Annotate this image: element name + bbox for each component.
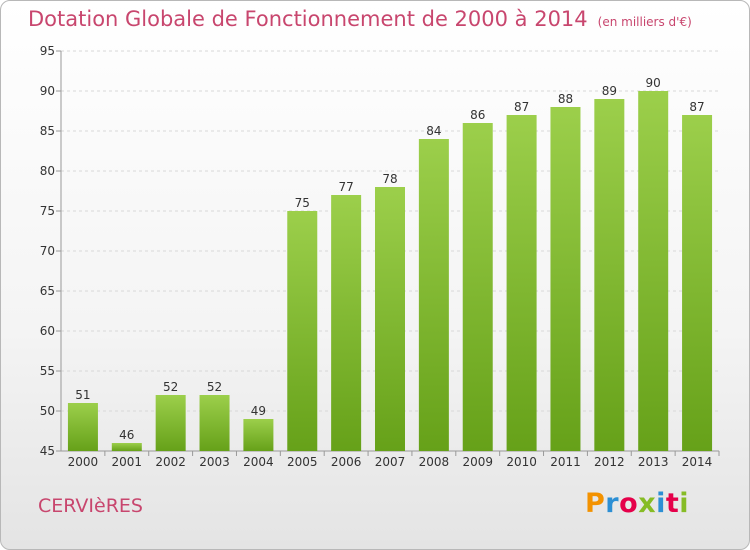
data-labels: 51 46 52 52 49 75 77 78 84 86 87 88 89 90 87	[75, 76, 704, 442]
y-tick-label: 55	[40, 364, 55, 378]
data-label: 78	[382, 172, 397, 186]
y-tick-label: 80	[40, 164, 55, 178]
data-label: 87	[689, 100, 704, 114]
bar	[462, 123, 493, 451]
bar	[287, 211, 318, 451]
data-label: 87	[514, 100, 529, 114]
x-tick-label: 2008	[419, 455, 450, 469]
x-tick-labels: 2000 2001 2002 2003 2004 2005 2006 2007 2008 2009…	[68, 455, 713, 469]
x-tick-label: 2000	[68, 455, 99, 469]
x-tick-label: 2002	[155, 455, 186, 469]
bar	[155, 395, 186, 451]
data-label: 51	[75, 388, 90, 402]
x-tick-label: 2013	[638, 455, 669, 469]
bars	[67, 91, 713, 451]
chart-units: (en milliers d'€)	[597, 15, 692, 29]
bar	[375, 187, 405, 451]
x-tick-label: 2003	[199, 455, 230, 469]
bar	[638, 91, 669, 451]
logo-letter: i	[656, 488, 666, 519]
logo-letter: r	[605, 488, 620, 519]
x-tick-label: 2004	[243, 455, 274, 469]
y-tick-label: 85	[40, 124, 55, 138]
bar	[111, 443, 142, 451]
data-label: 88	[558, 92, 573, 106]
commune-name: CERVIèRES	[38, 495, 143, 517]
x-tick-label: 2001	[112, 455, 143, 469]
chart-title: Dotation Globale de Fonctionnement de 20…	[28, 7, 692, 31]
data-label: 77	[338, 180, 353, 194]
data-label: 90	[646, 76, 661, 90]
bar	[243, 419, 274, 451]
logo-letter: P	[585, 488, 606, 519]
data-label: 46	[119, 428, 134, 442]
y-tick-label: 95	[40, 44, 55, 58]
bar	[418, 139, 449, 451]
logo-letter: o	[619, 488, 639, 519]
logo-letter: t	[665, 488, 680, 519]
y-tick-label: 90	[40, 84, 55, 98]
x-tick-label: 2006	[331, 455, 362, 469]
x-tick-label: 2009	[462, 455, 493, 469]
proxiti-logo[interactable]: Proxiti	[585, 488, 689, 519]
chart-title-text: Dotation Globale de Fonctionnement de 20…	[28, 7, 588, 31]
y-tick-label: 50	[40, 404, 55, 418]
y-tick-label: 70	[40, 244, 55, 258]
bar	[506, 115, 537, 451]
data-label: 75	[295, 196, 310, 210]
data-label: 86	[470, 108, 485, 122]
x-tick-label: 2005	[287, 455, 318, 469]
x-tick-label: 2007	[375, 455, 406, 469]
y-tick-label: 45	[40, 444, 55, 458]
y-tick-labels: 45 50 55 60 65 70 75 80 85 90 95	[40, 44, 55, 458]
bar	[199, 395, 230, 451]
bar	[67, 403, 98, 451]
data-label: 52	[163, 380, 178, 394]
bar	[594, 99, 625, 451]
logo-letter: i	[679, 488, 690, 519]
bar	[550, 107, 581, 451]
y-tick-label: 60	[40, 324, 55, 338]
data-label: 49	[251, 404, 266, 418]
x-tick-label: 2010	[506, 455, 537, 469]
x-tick-label: 2014	[682, 455, 713, 469]
data-label: 52	[207, 380, 222, 394]
x-tick-label: 2011	[550, 455, 581, 469]
bar	[682, 115, 713, 451]
y-tick-label: 75	[40, 204, 55, 218]
bar	[331, 195, 362, 451]
logo-letter: x	[638, 488, 657, 519]
data-label: 84	[426, 124, 441, 138]
x-tick-label: 2012	[594, 455, 625, 469]
y-tick-label: 65	[40, 284, 55, 298]
data-label: 89	[602, 84, 617, 98]
